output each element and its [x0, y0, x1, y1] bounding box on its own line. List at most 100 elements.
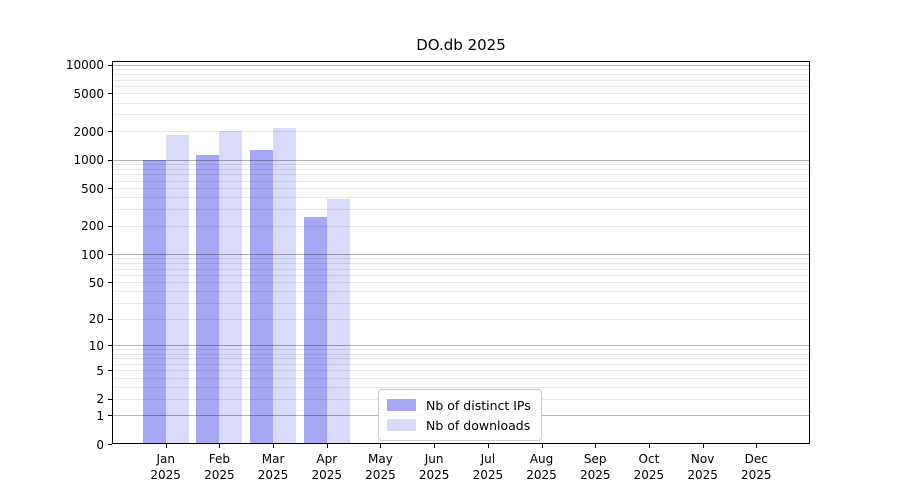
y-tick-label: 200	[81, 219, 104, 234]
minor-gridline	[112, 263, 810, 265]
y-tick	[108, 318, 112, 320]
y-tick	[108, 159, 112, 161]
y-tick	[108, 64, 112, 66]
legend-label-downloads: Nb of downloads	[426, 417, 531, 433]
bar-downloads-mar	[273, 128, 297, 444]
minor-gridline	[112, 85, 810, 87]
bar-distinct-ips-apr	[303, 216, 327, 444]
y-tick-label: 10000	[65, 58, 104, 73]
x-tick-label: Sep 2025	[579, 452, 611, 482]
minor-gridline	[112, 69, 810, 71]
y-tick-label: 1000	[73, 153, 104, 168]
legend-row-downloads: Nb of downloads	[387, 418, 533, 433]
major-gridline	[112, 254, 810, 256]
major-gridline	[112, 159, 810, 161]
bar-downloads-jan	[165, 134, 189, 444]
minor-gridline	[112, 163, 810, 165]
x-tick-label: Aug 2025	[526, 452, 557, 482]
x-tick-label: Feb 2025	[204, 452, 235, 482]
minor-gridline	[112, 274, 810, 276]
minor-gridline	[112, 282, 810, 284]
y-tick-label: 5	[96, 363, 104, 378]
x-tick	[541, 444, 543, 448]
y-tick	[108, 282, 112, 284]
x-tick	[756, 444, 758, 448]
x-tick	[326, 444, 328, 448]
legend: Nb of distinct IPs Nb of downloads	[378, 389, 542, 441]
x-tick-label: Oct 2025	[633, 452, 665, 482]
x-tick	[380, 444, 382, 448]
chart-title: DO.db 2025	[416, 36, 506, 54]
legend-label-distinct-ips: Nb of distinct IPs	[426, 397, 531, 413]
y-tick-label: 10	[88, 338, 104, 353]
x-tick	[434, 444, 436, 448]
x-tick-label: Jan 2025	[150, 452, 181, 482]
legend-swatch-downloads	[387, 419, 416, 431]
minor-gridline	[112, 291, 810, 293]
x-tick-label: Nov 2025	[687, 452, 718, 482]
minor-gridline	[112, 258, 810, 260]
y-tick-label: 500	[81, 181, 104, 196]
minor-gridline	[112, 102, 810, 104]
x-tick-label: Apr 2025	[311, 452, 343, 482]
minor-gridline	[112, 302, 810, 304]
bar-distinct-ips-mar	[250, 149, 274, 444]
y-tick	[108, 254, 112, 256]
x-tick	[273, 444, 275, 448]
bar-downloads-feb	[219, 130, 243, 444]
x-tick	[648, 444, 650, 448]
minor-gridline	[112, 268, 810, 270]
x-tick-label: Dec 2025	[741, 452, 772, 482]
y-tick	[108, 370, 112, 372]
minor-gridline	[112, 188, 810, 190]
x-tick	[487, 444, 489, 448]
minor-gridline	[112, 168, 810, 170]
minor-gridline	[112, 93, 810, 95]
x-tick-label: Jul 2025	[472, 452, 504, 482]
y-tick	[108, 225, 112, 227]
y-tick-label: 50	[88, 275, 104, 290]
minor-gridline	[112, 174, 810, 176]
minor-gridline	[112, 358, 810, 360]
bar-distinct-ips-feb	[196, 155, 220, 444]
legend-swatch-distinct-ips	[387, 399, 416, 411]
y-tick-label: 2	[96, 392, 104, 407]
x-tick-label: Jun 2025	[418, 452, 450, 482]
minor-gridline	[112, 79, 810, 81]
minor-gridline	[112, 386, 810, 388]
y-tick-label: 100	[81, 247, 104, 262]
minor-gridline	[112, 131, 810, 133]
x-tick	[702, 444, 704, 448]
y-tick-label: 20	[88, 312, 104, 327]
minor-gridline	[112, 209, 810, 211]
minor-gridline	[112, 180, 810, 182]
x-tick	[595, 444, 597, 448]
major-gridline	[112, 64, 810, 66]
y-tick	[108, 188, 112, 190]
y-tick	[108, 131, 112, 133]
y-tick-label: 0	[96, 437, 104, 452]
minor-gridline	[112, 74, 810, 76]
minor-gridline	[112, 349, 810, 351]
legend-row-distinct-ips: Nb of distinct IPs	[387, 398, 533, 413]
major-gridline	[112, 345, 810, 347]
minor-gridline	[112, 225, 810, 227]
y-tick-label: 2000	[73, 124, 104, 139]
bar-distinct-ips-jan	[142, 159, 166, 444]
x-tick	[219, 444, 221, 448]
y-tick	[108, 444, 112, 445]
y-tick	[108, 415, 112, 417]
x-tick-label: May 2025	[365, 452, 396, 482]
minor-gridline	[112, 197, 810, 199]
minor-gridline	[112, 114, 810, 116]
y-tick-label: 1	[96, 408, 104, 423]
minor-gridline	[112, 377, 810, 379]
bar-downloads-apr	[326, 199, 350, 444]
minor-gridline	[112, 318, 810, 320]
y-tick	[108, 345, 112, 347]
y-tick	[108, 93, 112, 95]
minor-gridline	[112, 363, 810, 365]
x-tick	[165, 444, 167, 448]
minor-gridline	[112, 353, 810, 355]
